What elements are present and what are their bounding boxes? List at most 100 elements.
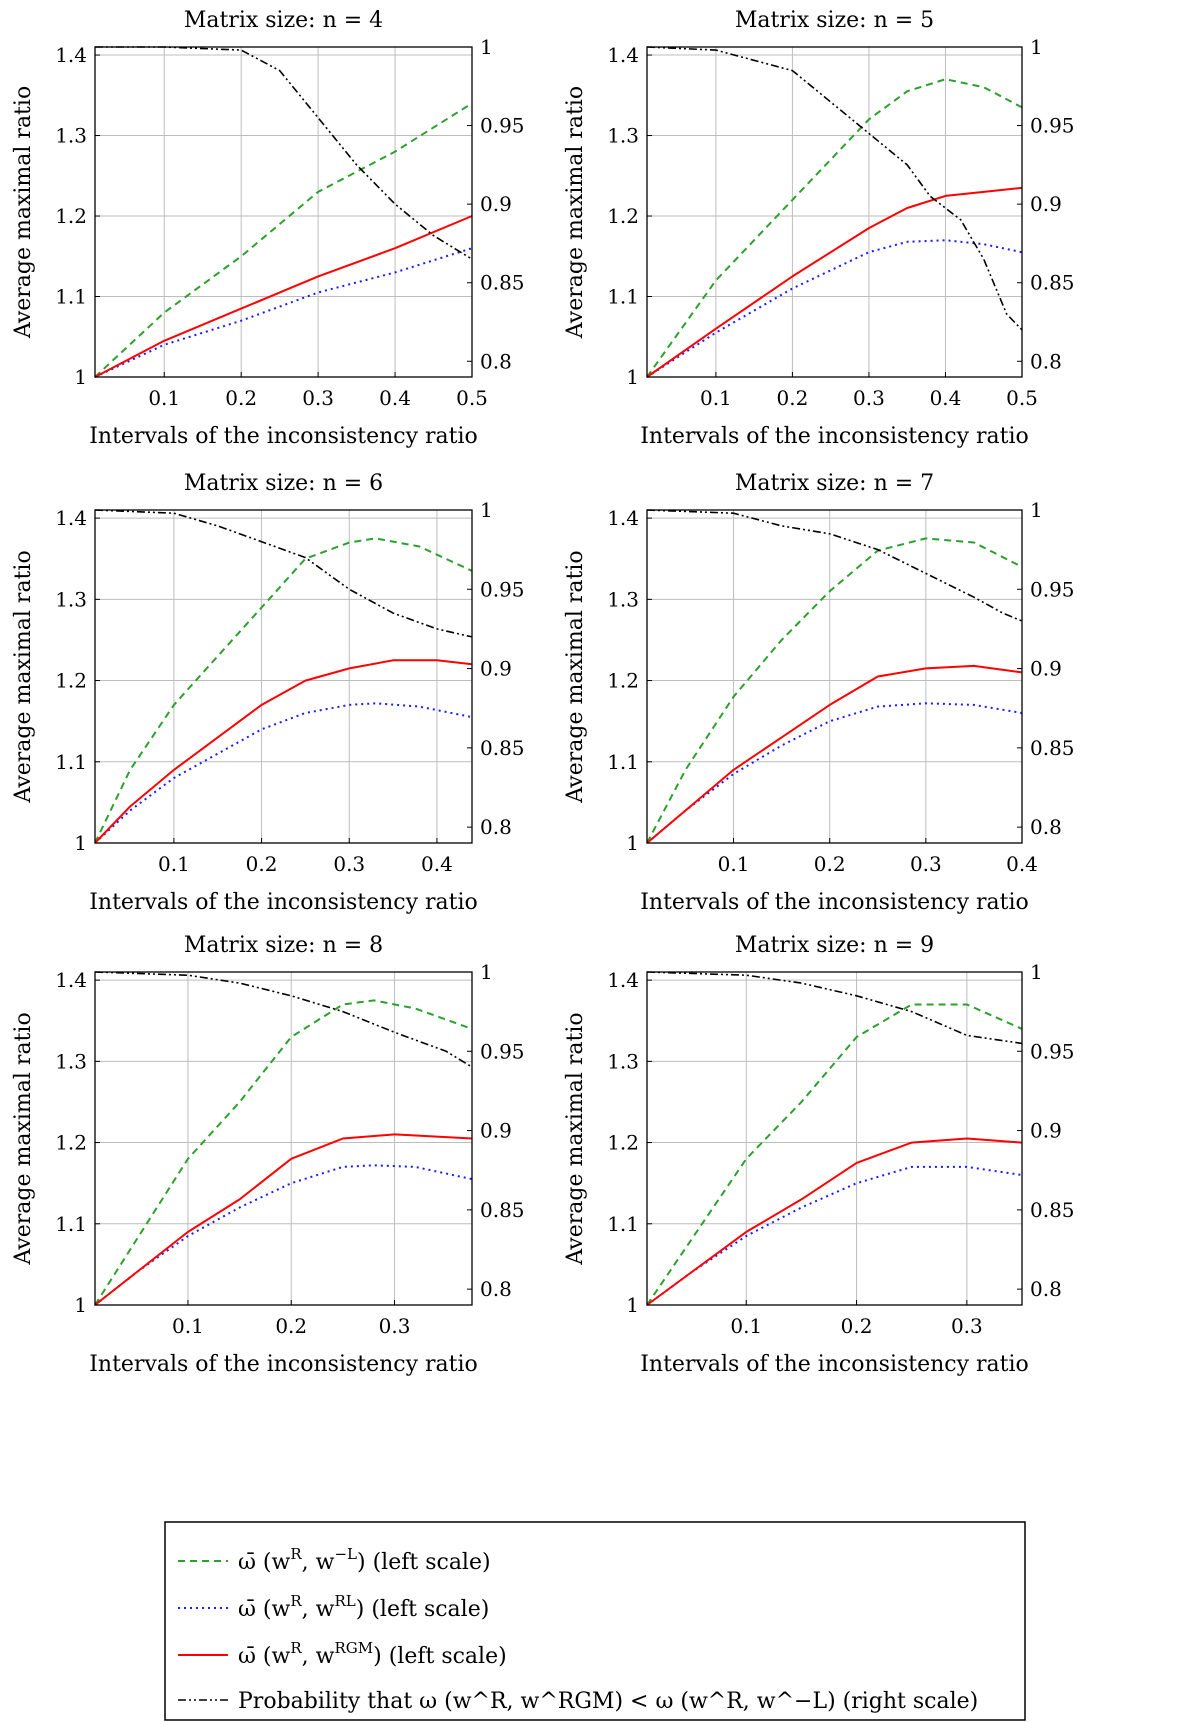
x-tick-label: 0.5 (1006, 386, 1038, 410)
x-tick-label: 0.2 (246, 852, 278, 876)
x-tick-label: 0.3 (951, 1314, 983, 1338)
series-line-black (94, 971, 473, 1068)
y2-tick-label: 0.8 (1030, 815, 1062, 839)
x-tick-label: 0.3 (302, 386, 334, 410)
y-tick-label: 1.3 (607, 587, 639, 611)
chart-panel: 0.1 0.2 0.3 0.4 0.5 1 1.1 1.2 1.3 1.4 0.8 0.85 0.9 0.… (563, 8, 1075, 449)
series-line-red (94, 659, 473, 844)
series-line-blue (94, 1164, 473, 1306)
y-tick-label: 1 (74, 365, 87, 389)
y2-tick-label: 0.95 (480, 1039, 525, 1063)
x-tick-label: 0.4 (421, 852, 453, 876)
y-tick-label: 1.4 (607, 43, 639, 67)
chart-panel: 0.1 0.2 0.3 1 1.1 1.2 1.3 1.4 0.8 0.85 0.9 0.95 1 Mat… (11, 933, 525, 1377)
legend-box (164, 1521, 1026, 1721)
plot-frame (94, 971, 473, 1306)
chart-title: Matrix size: n = 6 (184, 471, 383, 496)
y2-tick-label: 1 (1030, 498, 1043, 522)
y-axis-label: Average maximal ratio (11, 550, 36, 803)
y-axis-label: Average maximal ratio (563, 86, 588, 339)
y2-tick-label: 0.85 (1030, 736, 1075, 760)
y2-tick-label: 0.95 (480, 114, 525, 138)
x-axis-label: Intervals of the inconsistency ratio (640, 424, 1029, 449)
chart-panel: 0.1 0.2 0.3 1 1.1 1.2 1.3 1.4 0.8 0.85 0.9 0.95 1 Mat… (563, 933, 1075, 1377)
series-line-red (646, 1137, 1023, 1306)
series-line-black (646, 46, 1023, 331)
y2-tick-label: 0.9 (480, 192, 512, 216)
y-tick-label: 1.1 (607, 1212, 639, 1236)
series-line-blue (646, 1165, 1023, 1306)
y-tick-label: 1.1 (607, 285, 639, 309)
x-tick-label: 0.2 (841, 1314, 873, 1338)
y-tick-label: 1.1 (607, 750, 639, 774)
x-tick-label: 0.5 (456, 386, 488, 410)
y-tick-label: 1.4 (55, 43, 87, 67)
y2-tick-label: 1 (480, 35, 493, 59)
plot-frame (94, 509, 473, 844)
y2-tick-label: 0.9 (480, 1119, 512, 1143)
y-tick-label: 1.4 (55, 968, 87, 992)
legend: ω̄ (wR, w−L) (left scale) ω̄ (wR, wRL) (… (164, 1521, 1026, 1721)
y2-tick-label: 0.9 (480, 657, 512, 681)
y2-tick-label: 0.8 (1030, 349, 1062, 373)
y-tick-label: 1.1 (55, 285, 87, 309)
y-axis-label: Average maximal ratio (11, 1012, 36, 1265)
y-axis-label: Average maximal ratio (563, 1012, 588, 1265)
y-tick-label: 1.2 (55, 669, 87, 693)
series-line-blue (646, 239, 1023, 378)
y2-tick-label: 1 (1030, 35, 1043, 59)
y-axis-label: Average maximal ratio (11, 86, 36, 339)
y-tick-label: 1.3 (55, 587, 87, 611)
legend-black-label: Probability that ω (w^R, w^RGM) < ω (w^R… (238, 1689, 978, 1714)
legend-green-label: ω̄ (wR, w−L) (left scale) (238, 1545, 491, 1575)
y-tick-label: 1.2 (55, 1131, 87, 1155)
y2-tick-label: 0.9 (1030, 1119, 1062, 1143)
y2-tick-label: 0.9 (1030, 192, 1062, 216)
x-tick-label: 0.1 (718, 852, 750, 876)
y2-tick-label: 0.95 (1030, 1039, 1075, 1063)
x-tick-label: 0.1 (700, 386, 732, 410)
y2-tick-label: 0.95 (1030, 114, 1075, 138)
x-tick-label: 0.1 (158, 852, 190, 876)
x-tick-label: 0.4 (379, 386, 411, 410)
y-tick-label: 1 (626, 365, 639, 389)
x-tick-label: 0.3 (853, 386, 885, 410)
y-tick-label: 1.3 (607, 1049, 639, 1073)
y-tick-label: 1 (74, 831, 87, 855)
y2-tick-label: 0.85 (480, 1198, 525, 1222)
series-line-blue (94, 247, 473, 378)
chart-title: Matrix size: n = 4 (184, 8, 383, 33)
y2-tick-label: 0.8 (480, 1277, 512, 1301)
y2-tick-label: 0.95 (480, 577, 525, 601)
y2-tick-label: 1 (480, 960, 493, 984)
series-line-red (94, 215, 473, 378)
x-tick-label: 0.2 (814, 852, 846, 876)
series-line-red (94, 1133, 473, 1306)
series-line-blue (646, 702, 1023, 844)
series-line-black (646, 971, 1023, 1045)
x-tick-label: 0.1 (148, 386, 180, 410)
y-tick-label: 1.4 (607, 506, 639, 530)
x-tick-label: 0.2 (275, 1314, 307, 1338)
series-line-green (646, 1003, 1023, 1306)
series-line-green (94, 102, 473, 378)
series-line-green (94, 537, 473, 844)
y2-tick-label: 0.8 (1030, 1277, 1062, 1301)
plot-frame (646, 971, 1023, 1306)
y2-tick-label: 0.85 (1030, 271, 1075, 295)
y-tick-label: 1.3 (607, 124, 639, 148)
y-tick-label: 1.1 (55, 750, 87, 774)
x-tick-label: 0.2 (777, 386, 809, 410)
x-tick-label: 0.4 (930, 386, 962, 410)
y2-tick-label: 0.8 (480, 815, 512, 839)
y-tick-label: 1.2 (607, 204, 639, 228)
series-line-red (646, 664, 1023, 844)
y-tick-label: 1 (626, 831, 639, 855)
y-tick-label: 1.1 (55, 1212, 87, 1236)
x-tick-label: 0.1 (730, 1314, 762, 1338)
series-line-black (646, 509, 1023, 622)
legend-blue-label: ω̄ (wR, wRL) (left scale) (238, 1592, 489, 1622)
y2-tick-label: 0.8 (480, 349, 512, 373)
x-axis-label: Intervals of the inconsistency ratio (89, 890, 478, 915)
y-axis-label: Average maximal ratio (563, 550, 588, 803)
